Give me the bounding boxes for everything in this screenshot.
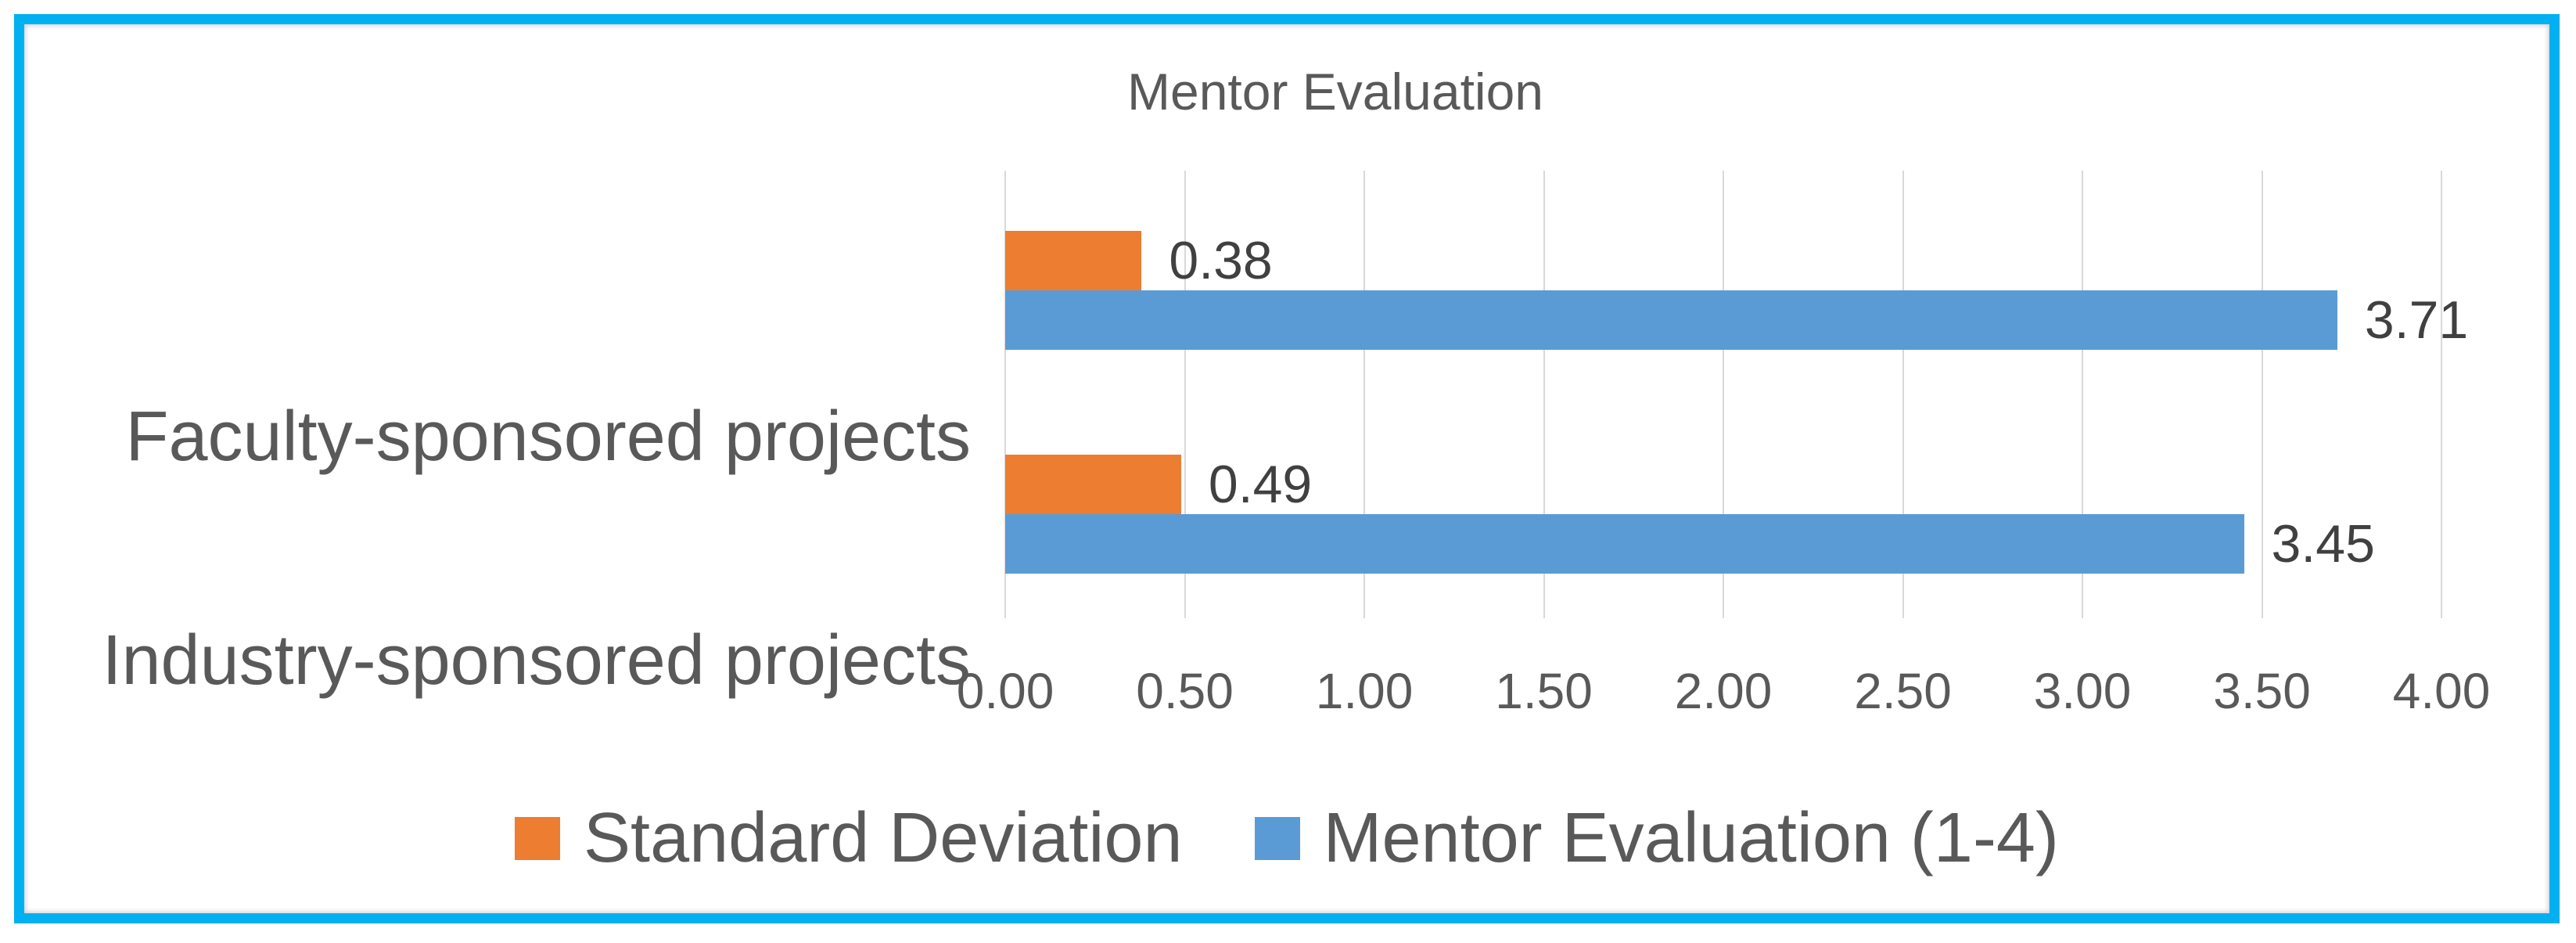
gridline-x-0.50	[1184, 171, 1186, 618]
x-axis-tick-labels: 0.00 0.50 1.00 1.50 2.00 2.50 3.00 3.50 4.00	[957, 662, 2491, 725]
x-tick-label: 3.50	[2213, 663, 2311, 719]
legend-label-mentor-evaluation: Mentor Evaluation (1-4)	[1323, 798, 2059, 877]
gridline-x-3.00	[2082, 171, 2083, 618]
legend-swatch-orange	[515, 816, 561, 860]
gridline-x-1.50	[1543, 171, 1545, 618]
legend-swatch-blue	[1254, 816, 1300, 860]
x-tick-label: 0.00	[956, 663, 1054, 719]
category-label-industry: Industry-sponsored projects	[102, 621, 971, 700]
x-tick-label: 1.50	[1495, 663, 1593, 719]
x-tick-label: 2.00	[1674, 663, 1773, 719]
data-label: 3.45	[2271, 514, 2375, 574]
data-label: 0.38	[1169, 231, 1273, 290]
bar-series-0-category-0	[1005, 231, 1142, 290]
data-label: 3.71	[2364, 290, 2469, 350]
category-label-faculty: Faculty-sponsored projects	[125, 398, 971, 476]
bar-series-1-category-1	[1005, 514, 2244, 574]
gridline-x-4.00	[2441, 171, 2442, 618]
x-tick-label: 3.00	[2033, 663, 2132, 719]
chart-title: Mentor Evaluation	[1127, 63, 1543, 121]
legend: Standard Deviation Mentor Evaluation (1-…	[24, 799, 2549, 877]
legend-label-standard-deviation: Standard Deviation	[584, 798, 1183, 877]
gridline-x-2.00	[1723, 171, 1724, 618]
bar-series-0-category-1	[1005, 455, 1181, 514]
data-label: 0.49	[1208, 455, 1313, 514]
plot-area: 0.38 3.71 0.49 3.45	[1004, 171, 2468, 618]
x-tick-label: 2.50	[1854, 663, 1952, 719]
legend-item-mentor-evaluation: Mentor Evaluation (1-4)	[1254, 798, 2059, 879]
category-axis: Faculty-sponsored projects Industry-spon…	[56, 171, 971, 700]
gridline-x-2.50	[1902, 171, 1904, 618]
x-tick-label: 4.00	[2392, 663, 2491, 719]
gridline-x-3.50	[2261, 171, 2263, 618]
gridline-x-0.00	[1004, 171, 1006, 618]
bar-series-1-category-0	[1005, 290, 2337, 350]
legend-item-standard-deviation: Standard Deviation	[515, 798, 1183, 879]
gridline-x-1.00	[1363, 171, 1365, 618]
chart-frame: Mentor Evaluation Faculty-sponsored proj…	[14, 14, 2560, 923]
x-tick-label: 1.00	[1315, 663, 1414, 719]
x-tick-label: 0.50	[1136, 663, 1234, 719]
